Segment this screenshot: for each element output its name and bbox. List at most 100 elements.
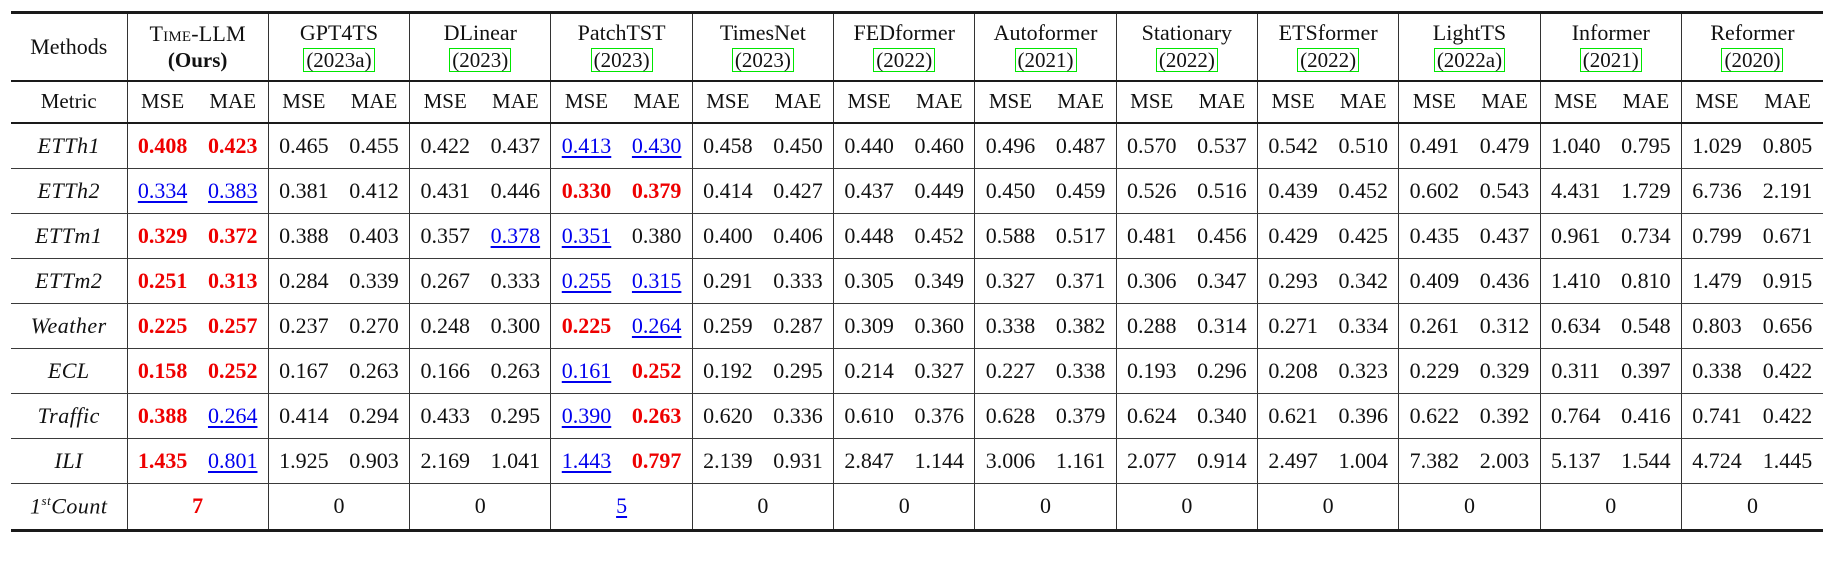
metric-value: 0.412 <box>338 168 410 214</box>
metric-value: 0.459 <box>1045 168 1117 214</box>
metric-value: 0.381 <box>267 168 339 214</box>
metric-value: 0.433 <box>409 393 481 439</box>
metric-value: 1.443 <box>550 438 622 484</box>
metric-value: 0.296 <box>1186 348 1258 394</box>
ours-label: (Ours) <box>167 47 228 72</box>
metric-value: 0.288 <box>1115 303 1187 349</box>
citation-year-link[interactable]: (2020) <box>1721 48 1784 73</box>
metric-value: 0.252 <box>621 348 693 394</box>
method-name: FEDformer <box>853 20 955 46</box>
metric-value: 0.388 <box>267 213 339 259</box>
metric-corner-label: Metric <box>11 81 127 124</box>
metric-value: 0.349 <box>904 258 975 304</box>
citation-year-link[interactable]: (2022) <box>1297 48 1360 73</box>
dataset-row-ettm1: ETTm1 0.329 0.372 0.388 0.403 0.357 0.378 0.351… <box>11 213 1823 259</box>
method-header-autoformer: Autoformer (2021) <box>974 12 1117 82</box>
metric-value: 0.413 <box>550 123 622 169</box>
metric-value: 0.450 <box>974 168 1046 214</box>
citation-year-link[interactable]: (2023) <box>449 48 512 73</box>
citation-year-link[interactable]: (2022) <box>1155 48 1218 73</box>
citation-year-link[interactable]: (2023) <box>590 48 653 73</box>
metric-value: 0.496 <box>974 123 1046 169</box>
dataset-row-ettm2: ETTm2 0.251 0.313 0.284 0.339 0.267 0.333 0.255… <box>11 258 1823 304</box>
metric-value: 0.312 <box>1469 303 1541 349</box>
citation-year-link[interactable]: (2021) <box>1014 48 1077 73</box>
method-header-etsformer: ETSformer (2022) <box>1256 12 1399 82</box>
metric-value: 0.452 <box>1328 168 1399 214</box>
metric-value: 0.429 <box>1257 213 1329 259</box>
metric-value: 0.741 <box>1680 393 1753 439</box>
mae-column-label: MAE <box>197 81 269 124</box>
metric-value: 0.437 <box>1469 213 1541 259</box>
first-count-value: 0 <box>1115 483 1258 531</box>
metric-value: 0.339 <box>338 258 410 304</box>
metric-value: 0.795 <box>1610 123 1682 169</box>
metric-value: 0.628 <box>974 393 1046 439</box>
citation-year-link[interactable]: (2023) <box>731 48 794 73</box>
metric-value: 0.237 <box>267 303 339 349</box>
metric-value: 0.801 <box>197 438 269 484</box>
method-name: DLinear <box>443 20 517 46</box>
metric-value: 0.270 <box>338 303 410 349</box>
first-count-value: 0 <box>833 483 975 531</box>
metric-value: 0.338 <box>1680 348 1753 394</box>
metric-value: 0.340 <box>1186 393 1258 439</box>
citation-year-link[interactable]: (2022) <box>873 48 936 73</box>
metric-value: 0.452 <box>904 213 975 259</box>
metric-value: 0.510 <box>1328 123 1399 169</box>
metric-value: 0.409 <box>1398 258 1470 304</box>
method-name: Autoformer <box>993 20 1098 46</box>
mae-column-label: MAE <box>1752 81 1823 124</box>
metric-value: 0.455 <box>338 123 410 169</box>
citation-year-link[interactable]: (2023a) <box>303 48 375 73</box>
metric-value: 1.161 <box>1045 438 1117 484</box>
mae-column-label: MAE <box>480 81 551 124</box>
metric-value: 0.403 <box>338 213 410 259</box>
citation-year-link[interactable]: (2022a) <box>1433 48 1506 73</box>
metric-value: 0.166 <box>409 348 481 394</box>
method-name: Stationary <box>1141 20 1233 46</box>
metric-value: 0.440 <box>833 123 905 169</box>
metric-value: 0.422 <box>1752 393 1823 439</box>
metric-value: 0.227 <box>974 348 1046 394</box>
metric-value: 0.431 <box>409 168 481 214</box>
metric-value: 0.390 <box>550 393 622 439</box>
metric-value: 0.311 <box>1539 348 1611 394</box>
metric-value: 0.327 <box>904 348 975 394</box>
metric-value: 0.734 <box>1610 213 1682 259</box>
mse-column-label: MSE <box>267 81 339 124</box>
metric-value: 0.334 <box>126 168 198 214</box>
metric-value: 0.422 <box>409 123 481 169</box>
metric-value: 0.430 <box>621 123 693 169</box>
metric-value: 1.040 <box>1539 123 1611 169</box>
methods-header-row: Methods Time-LLM (Ours) GPT4TS (2023a) DLine… <box>11 12 1823 82</box>
method-name: Informer <box>1571 20 1650 46</box>
metric-value: 1.041 <box>480 438 551 484</box>
citation-year-link[interactable]: (2021) <box>1579 48 1642 73</box>
metric-value: 0.460 <box>904 123 975 169</box>
metric-value: 0.602 <box>1398 168 1470 214</box>
metric-value: 0.961 <box>1539 213 1611 259</box>
metric-value: 0.294 <box>338 393 410 439</box>
mse-column-label: MSE <box>1398 81 1470 124</box>
first-count-value: 0 <box>409 483 551 531</box>
first-count-value: 5 <box>550 483 693 531</box>
mse-column-label: MSE <box>691 81 763 124</box>
method-header-fedformer: FEDformer (2022) <box>833 12 975 82</box>
metric-value: 0.408 <box>126 123 198 169</box>
mae-column-label: MAE <box>621 81 693 124</box>
metric-value: 0.323 <box>1328 348 1399 394</box>
metric-value: 0.333 <box>762 258 834 304</box>
mae-column-label: MAE <box>1328 81 1399 124</box>
metric-value: 0.251 <box>126 258 198 304</box>
metric-value: 0.264 <box>621 303 693 349</box>
metric-value: 2.169 <box>409 438 481 484</box>
metric-value: 5.137 <box>1539 438 1611 484</box>
metric-value: 0.588 <box>974 213 1046 259</box>
metric-value: 0.487 <box>1045 123 1117 169</box>
metric-value: 0.414 <box>267 393 339 439</box>
metric-value: 0.261 <box>1398 303 1470 349</box>
method-name: Time-LLM <box>149 20 246 46</box>
method-header-reformer: Reformer (2020) <box>1680 12 1823 82</box>
dataset-label-traffic: Traffic <box>11 393 127 439</box>
